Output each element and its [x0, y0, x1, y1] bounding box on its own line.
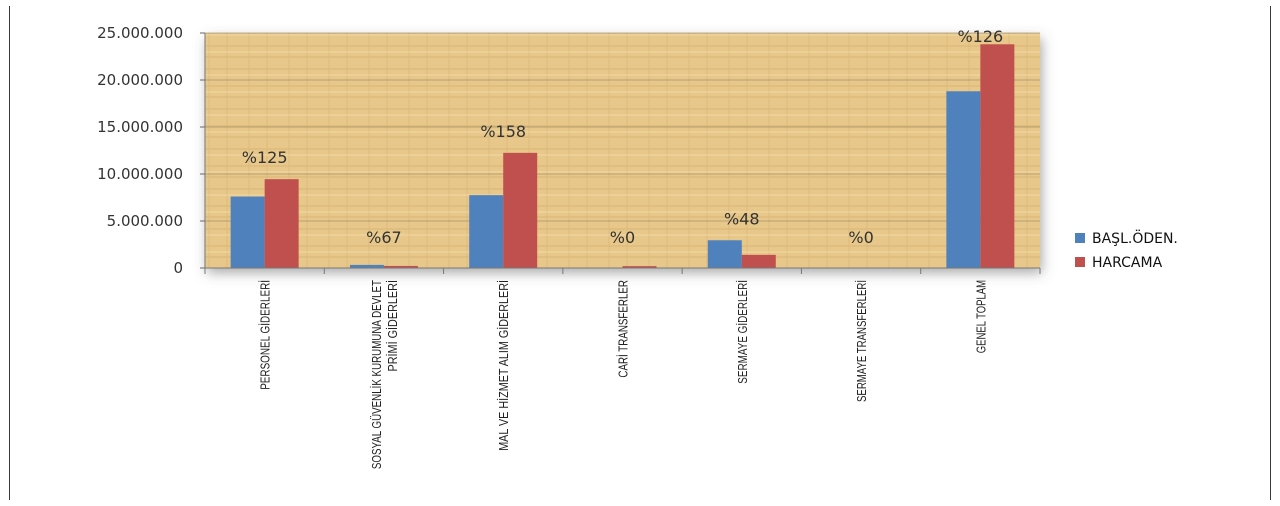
- plot-area: [205, 33, 1040, 268]
- y-tick-label: 20.000.000: [97, 71, 183, 89]
- bar-harcama: [980, 44, 1015, 268]
- bar-basl-oden: [230, 196, 265, 268]
- x-category-label: MAL VE HİZMET ALIM GİDERLERİ: [496, 280, 511, 451]
- x-category-label: GENEL TOPLAM: [973, 280, 988, 353]
- x-category-label: SERMAYE TRANSFERLERİ: [854, 280, 869, 402]
- y-tick-label: 10.000.000: [97, 165, 183, 183]
- bar-harcama: [264, 179, 299, 268]
- y-tick-label: 0: [173, 259, 183, 277]
- bar-basl-oden: [946, 91, 981, 268]
- x-category-label: SOSYAL GÜVENLİK KURUMUNA DEVLET: [369, 280, 384, 469]
- data-label: %48: [724, 209, 760, 228]
- data-label: %126: [957, 27, 1003, 46]
- chart-frame: [9, 6, 1271, 500]
- bar-harcama: [383, 265, 418, 268]
- bar-basl-oden: [469, 195, 504, 268]
- x-category-label: SERMAYE GİDERLERİ: [735, 280, 750, 384]
- legend-swatch: [1075, 257, 1085, 267]
- bar-basl-oden: [707, 240, 742, 268]
- x-category-label: PERSONEL GİDERLERİ: [258, 280, 273, 390]
- x-category-label: PRİMİ GİDERLERİ: [385, 280, 400, 372]
- legend-swatch: [1075, 233, 1085, 243]
- y-tick-label: 25.000.000: [97, 24, 183, 42]
- data-label: %67: [366, 228, 402, 247]
- data-label: %0: [610, 228, 635, 247]
- bar-basl-oden: [349, 264, 384, 268]
- legend-label: BAŞL.ÖDEN.: [1092, 229, 1178, 247]
- bar-harcama: [741, 254, 776, 268]
- bar-harcama: [622, 266, 657, 268]
- data-label: %125: [242, 148, 288, 167]
- y-tick-label: 15.000.000: [97, 118, 183, 136]
- data-label: %158: [480, 122, 526, 141]
- data-label: %0: [848, 228, 873, 247]
- legend-label: HARCAMA: [1092, 255, 1163, 271]
- y-tick-label: 5.000.000: [107, 212, 183, 230]
- x-category-label: CARİ TRANSFERLER: [616, 280, 631, 378]
- bar-harcama: [503, 152, 538, 268]
